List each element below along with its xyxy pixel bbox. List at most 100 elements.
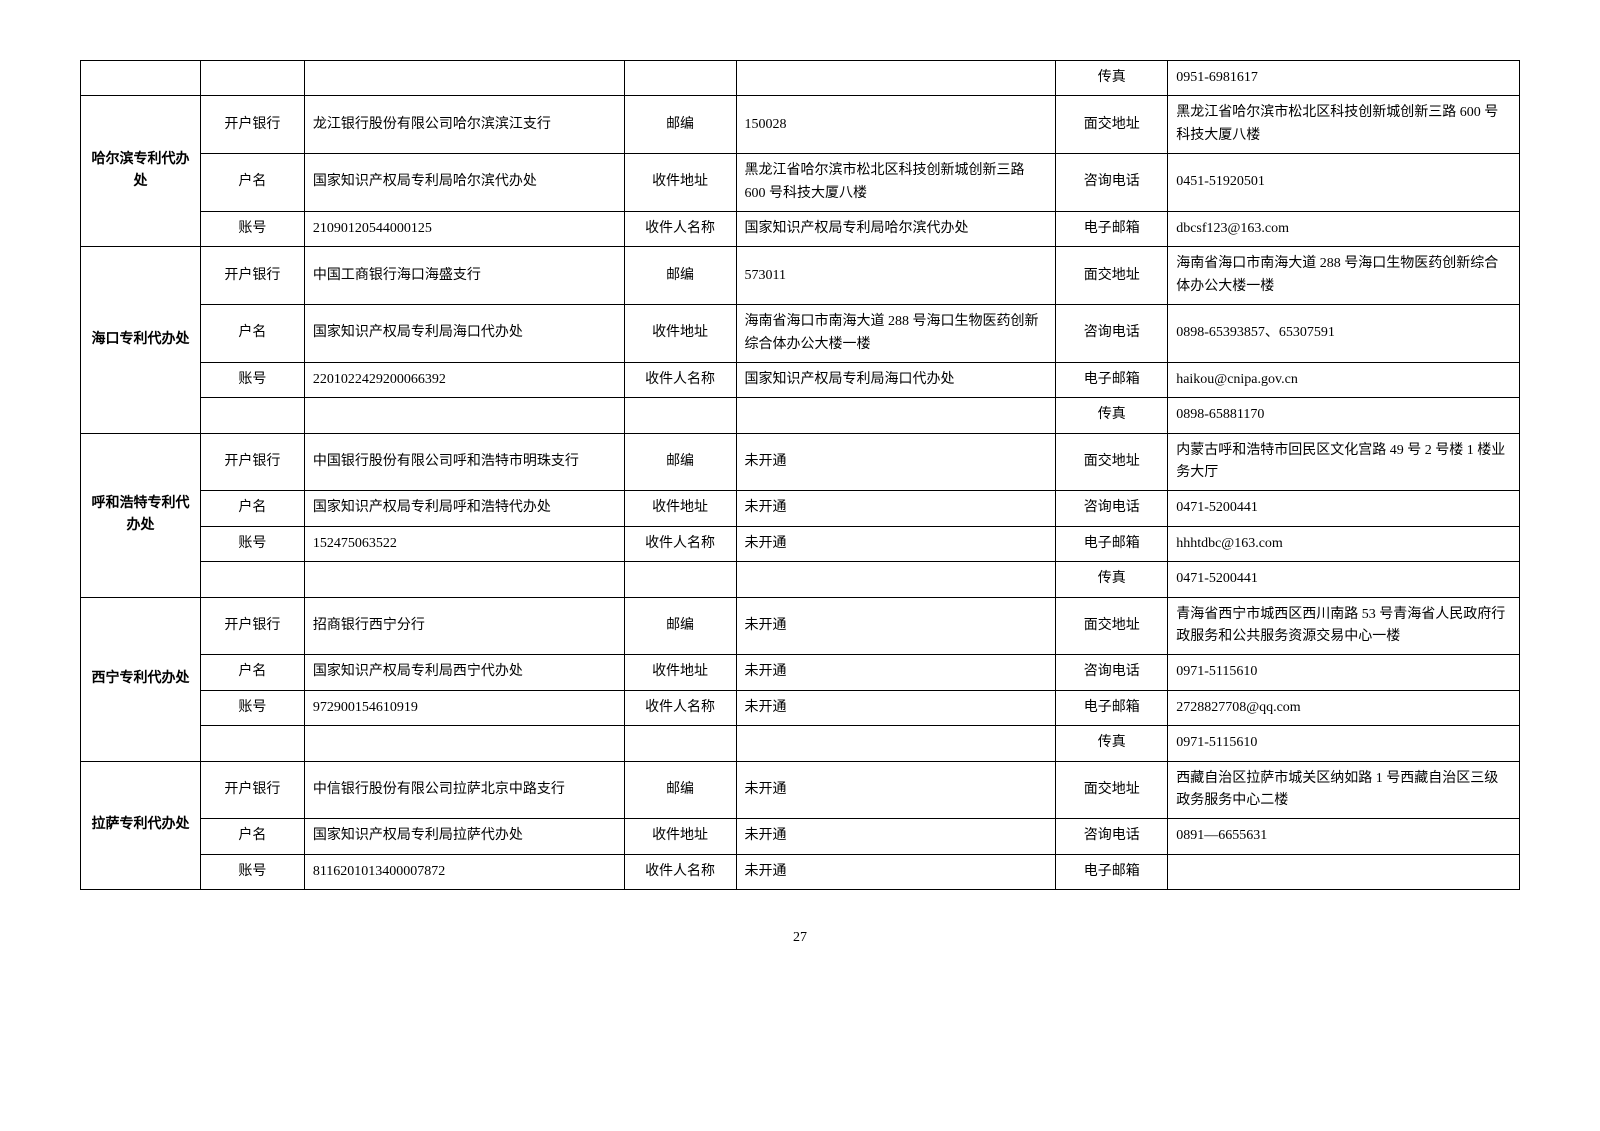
field-label: 咨询电话 (1056, 655, 1168, 690)
field-value: 龙江银行股份有限公司哈尔滨滨江支行 (304, 96, 624, 154)
field-value: 未开通 (736, 761, 1056, 819)
field-label: 电子邮箱 (1056, 211, 1168, 246)
table-row: 账号8116201013400007872收件人名称未开通电子邮箱 (81, 854, 1520, 889)
field-label: 传真 (1056, 726, 1168, 761)
table-row: 账号972900154610919收件人名称未开通电子邮箱2728827708@… (81, 690, 1520, 725)
field-label (200, 562, 304, 597)
field-value: 未开通 (736, 690, 1056, 725)
table-row: 户名国家知识产权局专利局呼和浩特代办处收件地址未开通咨询电话0471-52004… (81, 491, 1520, 526)
field-label: 邮编 (624, 247, 736, 305)
field-label: 咨询电话 (1056, 491, 1168, 526)
field-label: 账号 (200, 854, 304, 889)
field-value: 21090120544000125 (304, 211, 624, 246)
table-row: 海口专利代办处开户银行中国工商银行海口海盛支行邮编573011面交地址海南省海口… (81, 247, 1520, 305)
field-value: 内蒙古呼和浩特市回民区文化宫路 49 号 2 号楼 1 楼业务大厅 (1168, 433, 1520, 491)
field-label: 收件地址 (624, 491, 736, 526)
field-value: 未开通 (736, 655, 1056, 690)
field-value: 150028 (736, 96, 1056, 154)
table-row: 账号2201022429200066392收件人名称国家知识产权局专利局海口代办… (81, 362, 1520, 397)
field-value: 黑龙江省哈尔滨市松北区科技创新城创新三路 600 号科技大厦八楼 (1168, 96, 1520, 154)
table-row: 账号152475063522收件人名称未开通电子邮箱hhhtdbc@163.co… (81, 526, 1520, 561)
field-value (304, 562, 624, 597)
field-label (200, 726, 304, 761)
field-value: 青海省西宁市城西区西川南路 53 号青海省人民政府行政服务和公共服务资源交易中心… (1168, 597, 1520, 655)
field-label: 收件地址 (624, 655, 736, 690)
field-value: 0971-5115610 (1168, 726, 1520, 761)
field-value: 海南省海口市南海大道 288 号海口生物医药创新综合体办公大楼一楼 (736, 305, 1056, 363)
table-row: 呼和浩特专利代办处开户银行中国银行股份有限公司呼和浩特市明珠支行邮编未开通面交地… (81, 433, 1520, 491)
field-value: 0471-5200441 (1168, 562, 1520, 597)
field-label: 开户银行 (200, 761, 304, 819)
field-label: 收件人名称 (624, 362, 736, 397)
field-label: 咨询电话 (1056, 154, 1168, 212)
table-row: 户名国家知识产权局专利局哈尔滨代办处收件地址黑龙江省哈尔滨市松北区科技创新城创新… (81, 154, 1520, 212)
field-label: 面交地址 (1056, 96, 1168, 154)
field-value: 未开通 (736, 819, 1056, 854)
field-value: 中国工商银行海口海盛支行 (304, 247, 624, 305)
field-value (736, 61, 1056, 96)
field-value: hhhtdbc@163.com (1168, 526, 1520, 561)
field-label: 户名 (200, 305, 304, 363)
field-label: 收件人名称 (624, 690, 736, 725)
field-value: 未开通 (736, 854, 1056, 889)
field-label: 面交地址 (1056, 597, 1168, 655)
field-label: 收件人名称 (624, 854, 736, 889)
field-value (736, 562, 1056, 597)
field-label: 收件地址 (624, 305, 736, 363)
field-value: 0951-6981617 (1168, 61, 1520, 96)
table-row: 拉萨专利代办处开户银行中信银行股份有限公司拉萨北京中路支行邮编未开通面交地址西藏… (81, 761, 1520, 819)
field-label (200, 61, 304, 96)
field-label: 邮编 (624, 433, 736, 491)
field-value: 8116201013400007872 (304, 854, 624, 889)
field-label: 传真 (1056, 398, 1168, 433)
field-label: 账号 (200, 362, 304, 397)
field-label: 账号 (200, 211, 304, 246)
field-label: 电子邮箱 (1056, 526, 1168, 561)
field-label: 咨询电话 (1056, 819, 1168, 854)
field-value: 未开通 (736, 526, 1056, 561)
field-value: 0898-65393857、65307591 (1168, 305, 1520, 363)
field-value: 未开通 (736, 597, 1056, 655)
office-name: 哈尔滨专利代办处 (81, 96, 201, 247)
table-row: 哈尔滨专利代办处开户银行龙江银行股份有限公司哈尔滨滨江支行邮编150028面交地… (81, 96, 1520, 154)
field-value (304, 398, 624, 433)
field-label: 开户银行 (200, 597, 304, 655)
field-value: 未开通 (736, 433, 1056, 491)
field-value: 0971-5115610 (1168, 655, 1520, 690)
field-label: 户名 (200, 655, 304, 690)
table-row: 传真0471-5200441 (81, 562, 1520, 597)
table-row: 户名国家知识产权局专利局海口代办处收件地址海南省海口市南海大道 288 号海口生… (81, 305, 1520, 363)
field-label (624, 726, 736, 761)
field-value: 2201022429200066392 (304, 362, 624, 397)
field-value: 黑龙江省哈尔滨市松北区科技创新城创新三路 600 号科技大厦八楼 (736, 154, 1056, 212)
field-value: 国家知识产权局专利局哈尔滨代办处 (304, 154, 624, 212)
field-label: 传真 (1056, 61, 1168, 96)
field-label (624, 398, 736, 433)
field-value: 中信银行股份有限公司拉萨北京中路支行 (304, 761, 624, 819)
page-number: 27 (80, 930, 1520, 946)
field-label: 开户银行 (200, 433, 304, 491)
field-value: dbcsf123@163.com (1168, 211, 1520, 246)
field-value: 573011 (736, 247, 1056, 305)
field-label: 电子邮箱 (1056, 690, 1168, 725)
field-label: 邮编 (624, 761, 736, 819)
field-value: 0898-65881170 (1168, 398, 1520, 433)
field-value: 152475063522 (304, 526, 624, 561)
field-value: haikou@cnipa.gov.cn (1168, 362, 1520, 397)
field-label: 收件地址 (624, 154, 736, 212)
field-label: 面交地址 (1056, 433, 1168, 491)
field-label: 开户银行 (200, 96, 304, 154)
field-value: 972900154610919 (304, 690, 624, 725)
field-label: 账号 (200, 690, 304, 725)
table-row: 户名国家知识产权局专利局拉萨代办处收件地址未开通咨询电话0891—6655631 (81, 819, 1520, 854)
field-value: 0891—6655631 (1168, 819, 1520, 854)
field-label (624, 562, 736, 597)
table-row: 户名国家知识产权局专利局西宁代办处收件地址未开通咨询电话0971-5115610 (81, 655, 1520, 690)
field-label: 收件人名称 (624, 526, 736, 561)
office-name: 海口专利代办处 (81, 247, 201, 433)
field-value (736, 726, 1056, 761)
field-label: 面交地址 (1056, 761, 1168, 819)
field-value: 海南省海口市南海大道 288 号海口生物医药创新综合体办公大楼一楼 (1168, 247, 1520, 305)
field-value: 2728827708@qq.com (1168, 690, 1520, 725)
field-value: 国家知识产权局专利局哈尔滨代办处 (736, 211, 1056, 246)
